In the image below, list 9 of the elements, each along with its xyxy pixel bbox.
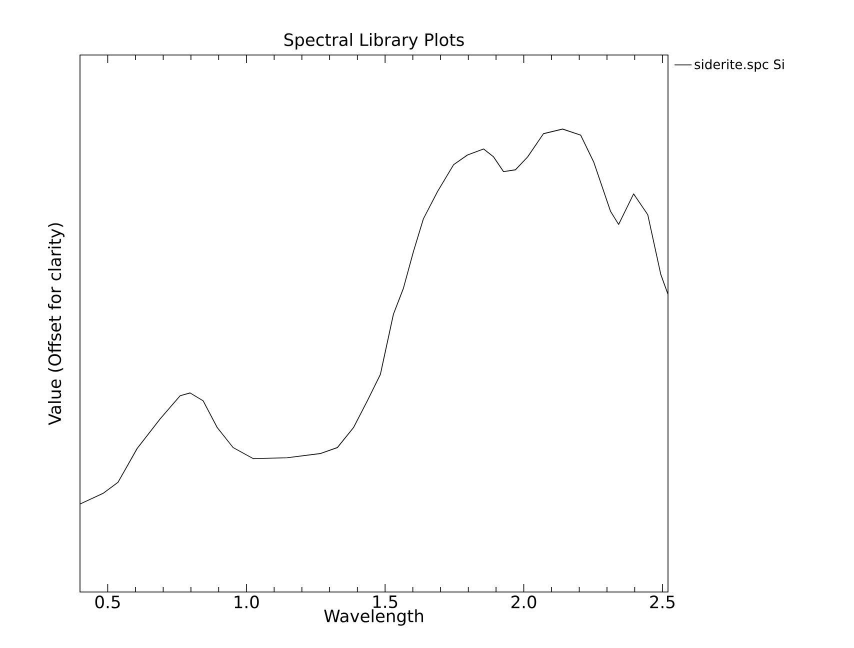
y-axis-title: Value (Offset for clarity) (48, 223, 64, 426)
x-tick-label: 2.5 (650, 596, 674, 608)
x-tick-label: 1.0 (234, 596, 259, 608)
x-tick-label: 1.5 (373, 596, 398, 608)
chart-title: Spectral Library Plots (284, 33, 464, 50)
x-tick-label: 2.0 (512, 596, 536, 608)
legend-label: siderite.spc Si (694, 59, 784, 72)
x-tick-label: 0.5 (95, 596, 120, 608)
x-axis-title: Wavelength (324, 609, 424, 626)
